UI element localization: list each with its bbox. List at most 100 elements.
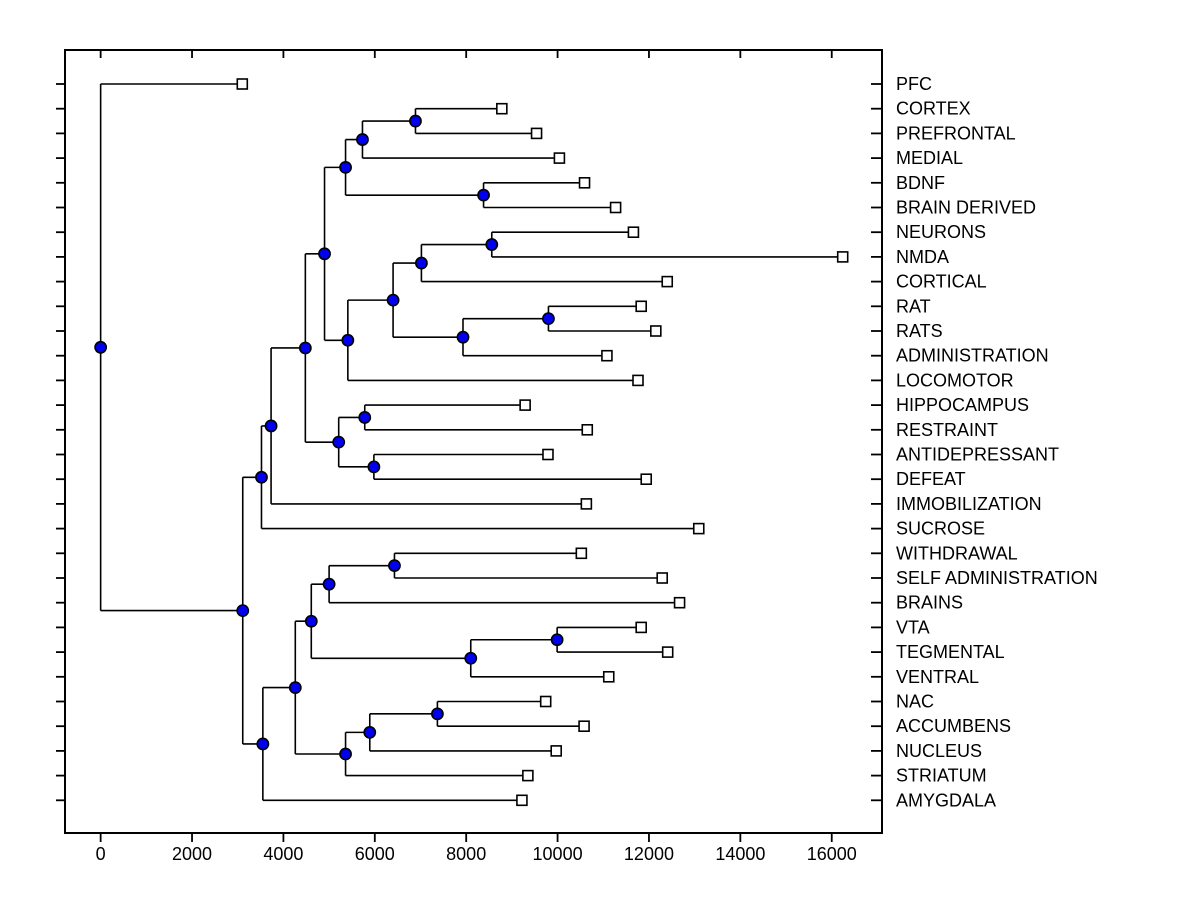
leaf-label: NEURONS [896,222,986,242]
leaf-label: NAC [896,692,934,712]
x-tick-label: 6000 [355,844,395,864]
leaf-label: RESTRAINT [896,420,998,440]
leaf-square-marker [836,251,849,263]
internal-node-marker [288,681,302,695]
leaf-square-marker [553,152,566,164]
leaf-label: NUCLEUS [896,741,982,761]
x-tick-label: 12000 [624,844,674,864]
internal-node-marker [358,411,372,424]
internal-node-marker [409,114,422,128]
x-tick-label: 14000 [715,844,765,864]
leaf-square-marker [542,448,554,461]
internal-node-marker [386,293,400,307]
leaf-square-marker [550,745,563,757]
leaf-label: HIPPOCAMPUS [896,395,1029,415]
internal-node-marker [255,470,268,484]
leaf-label: MEDIAL [896,148,963,168]
x-tick-label: 0 [96,844,106,864]
leaf-square-marker [635,300,647,313]
leaf-label: SUCROSE [896,519,985,539]
x-tick-label: 8000 [446,844,486,864]
internal-node-marker [264,419,278,433]
internal-node-marker [415,256,428,270]
leaf-square-marker [601,349,613,362]
leaf-square-marker [673,596,686,609]
internal-node-marker [339,160,352,174]
leaf-label: VTA [896,617,930,637]
leaf-label: ACCUMBENS [896,716,1011,736]
x-tick-label: 2000 [172,844,212,864]
leaf-label: BRAINS [896,593,963,613]
internal-node-marker [356,133,369,146]
leaf-square-marker [236,78,249,90]
x-tick-label: 4000 [263,844,303,864]
leaf-label: CORTEX [896,99,971,119]
leaf-label: RATS [896,321,943,341]
leaf-label: WITHDRAWAL [896,543,1018,563]
leaf-square-marker [578,177,591,189]
x-tick-label: 10000 [533,844,583,864]
internal-node-marker [322,577,336,591]
leaf-label: DEFEAT [896,469,966,489]
internal-node-marker [367,460,381,474]
leaf-square-marker [530,127,543,140]
leaf-label: AMYGDALA [896,790,996,810]
leaf-square-marker [632,374,644,387]
leaf-square-marker [661,646,674,658]
leaf-label: ADMINISTRATION [896,346,1049,366]
leaf-label: TEGMENTAL [896,642,1005,662]
internal-node-marker [332,435,346,449]
internal-node-marker [341,333,355,347]
leaf-square-marker [661,275,674,288]
internal-node-marker [456,330,470,344]
plot-box [64,49,883,834]
leaf-square-marker [627,226,640,238]
internal-node-marker [477,188,490,202]
internal-node-marker [363,725,377,739]
internal-node-marker [485,238,499,251]
internal-node-marker [542,312,555,326]
leaf-label: CORTICAL [896,272,987,292]
leaf-square-marker [640,473,653,486]
leaf-square-marker [580,498,593,510]
internal-node-marker [256,737,270,751]
leaf-square-marker [635,621,647,634]
internal-node-marker [431,707,444,721]
internal-node-marker [318,247,331,261]
x-tick-label: 16000 [807,844,857,864]
internal-node-marker [550,633,564,647]
leaf-square-marker [539,695,552,708]
leaf-square-marker [496,102,508,115]
leaf-square-marker [575,547,588,560]
leaf-label: NMDA [896,247,949,267]
leaf-label: VENTRAL [896,667,979,687]
root-node-marker [94,340,108,354]
leaf-square-marker [519,399,531,411]
leaf-square-marker [609,201,622,214]
leaf-label: PFC [896,74,932,94]
leaf-square-marker [692,522,705,535]
leaf-label: LOCOMOTOR [896,370,1014,390]
internal-node-marker [464,651,478,665]
leaf-label: STRIATUM [896,766,987,786]
internal-node-marker [339,747,352,761]
internal-node-marker [388,559,401,573]
leaf-square-marker [656,572,669,584]
leaf-square-marker [522,769,534,782]
leaf-square-marker [602,670,615,683]
leaf-label: BDNF [896,173,945,193]
leaf-label: RAT [896,296,931,316]
internal-node-marker [304,614,318,628]
internal-node-marker [298,341,312,355]
leaf-square-marker [578,720,590,733]
leaf-square-marker [516,794,528,807]
leaf-label: IMMOBILIZATION [896,494,1042,514]
leaf-label: ANTIDEPRESSANT [896,445,1059,465]
internal-node-marker [236,604,250,618]
leaf-square-marker [581,423,594,436]
leaf-label: SELF ADMINISTRATION [896,568,1098,588]
leaf-square-marker [650,325,662,337]
